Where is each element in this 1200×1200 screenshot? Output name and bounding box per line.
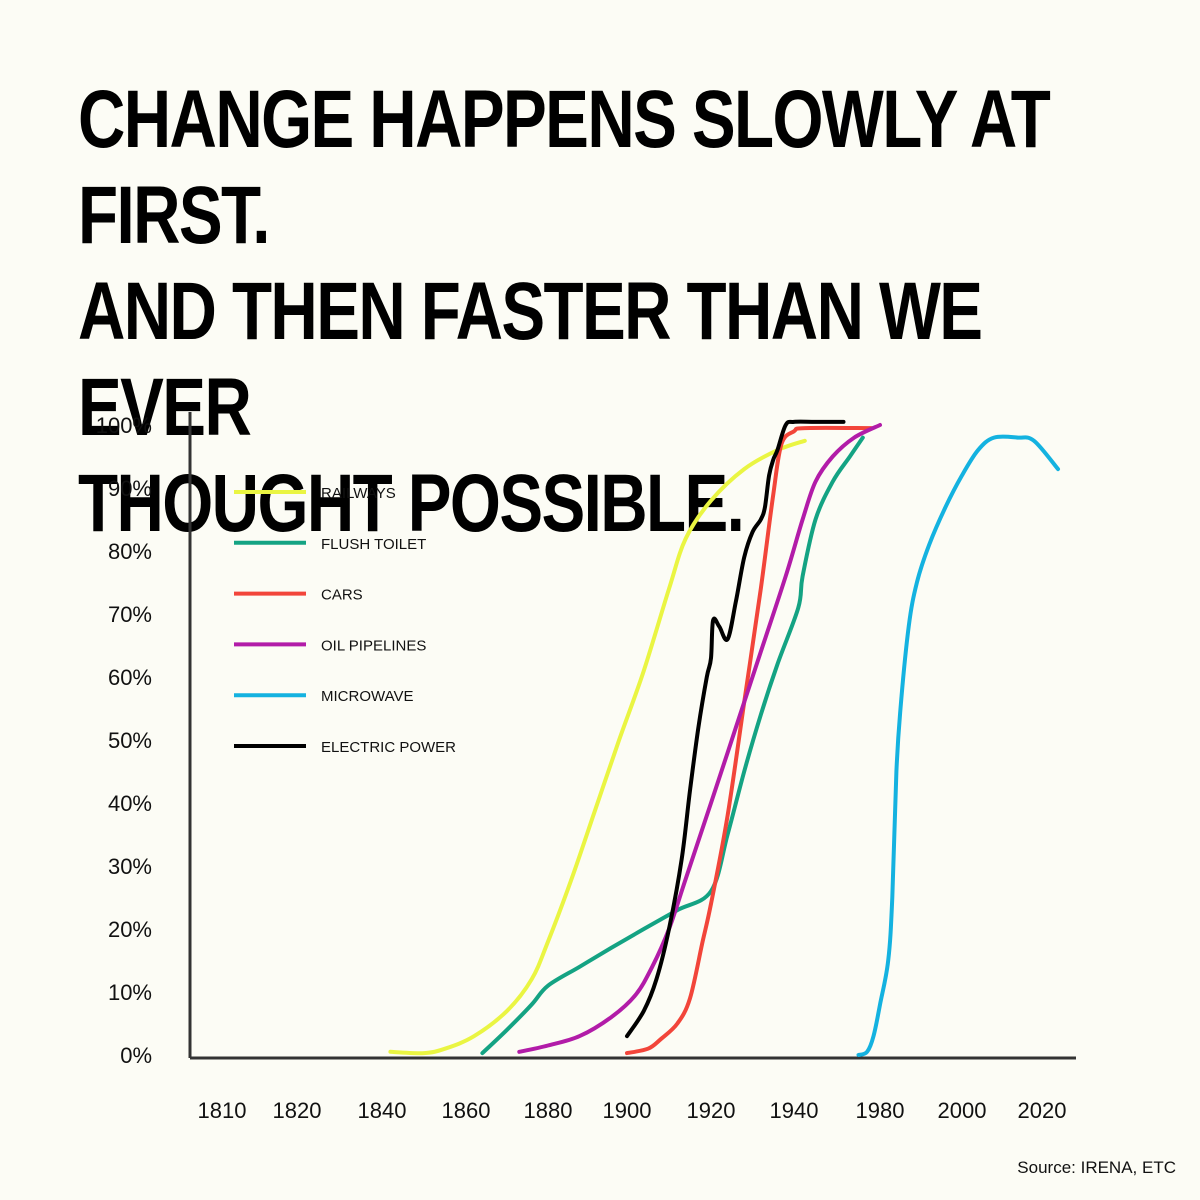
x-tick-label: 1840 <box>358 1098 407 1123</box>
x-tick-label: 1940 <box>770 1098 819 1123</box>
x-tick-label: 1900 <box>603 1098 652 1123</box>
legend-label-cars: CARS <box>321 587 363 604</box>
y-axis-tick-labels: 0% 10% 20% 30% 40% 50% 60% 70% 80% 90% 100% <box>96 413 152 1068</box>
x-tick-label: 1810 <box>198 1098 247 1123</box>
legend-label-electric-power: ELECTRIC POWER <box>321 739 456 756</box>
y-tick-label: 40% <box>108 791 152 816</box>
chart-title-line-2: AND THEN FASTER THAN WE EVER <box>78 266 983 453</box>
y-tick-label: 0% <box>120 1043 152 1068</box>
y-tick-label: 30% <box>108 854 152 879</box>
x-tick-label: 1820 <box>273 1098 322 1123</box>
y-tick-label: 60% <box>108 665 152 690</box>
y-tick-label: 10% <box>108 980 152 1005</box>
legend-label-oil-pipelines: OIL PIPELINES <box>321 637 426 654</box>
chart-title-line-1: CHANGE HAPPENS SLOWLY AT FIRST. <box>78 74 1051 261</box>
y-tick-label: 70% <box>108 602 152 627</box>
series-line-cars <box>625 425 874 1056</box>
series-line-flush-toilet <box>480 435 865 1056</box>
series-line-oil-pipelines <box>517 423 882 1054</box>
source-note: Source: IRENA, ETC <box>1017 1158 1176 1177</box>
chart-axes <box>188 412 1076 1060</box>
y-tick-label: 90% <box>108 476 152 501</box>
y-tick-label: 100% <box>96 413 152 438</box>
legend-label-railways: RAILWAYS <box>321 485 396 502</box>
x-tick-label: 1880 <box>524 1098 573 1123</box>
series-line-railways <box>388 438 807 1056</box>
y-tick-label: 20% <box>108 917 152 942</box>
chart-legend: RAILWAYS FLUSH TOILET CARS OIL PIPELINES MIC… <box>234 485 456 756</box>
x-tick-label: 2000 <box>938 1098 987 1123</box>
x-axis-tick-labels: 1810 1820 1840 1860 1880 1900 1920 1940 1980 2000… <box>198 1098 1067 1123</box>
series-line-microwave <box>856 434 1060 1057</box>
x-tick-label: 1860 <box>442 1098 491 1123</box>
series-line-electric-power <box>625 419 846 1039</box>
legend-label-flush-toilet: FLUSH TOILET <box>321 536 426 553</box>
y-tick-label: 50% <box>108 728 152 753</box>
y-tick-label: 80% <box>108 539 152 564</box>
chart-series <box>388 419 1060 1057</box>
x-tick-label: 1920 <box>687 1098 736 1123</box>
x-tick-label: 2020 <box>1018 1098 1067 1123</box>
legend-label-microwave: MICROWAVE <box>321 688 414 705</box>
x-tick-label: 1980 <box>856 1098 905 1123</box>
